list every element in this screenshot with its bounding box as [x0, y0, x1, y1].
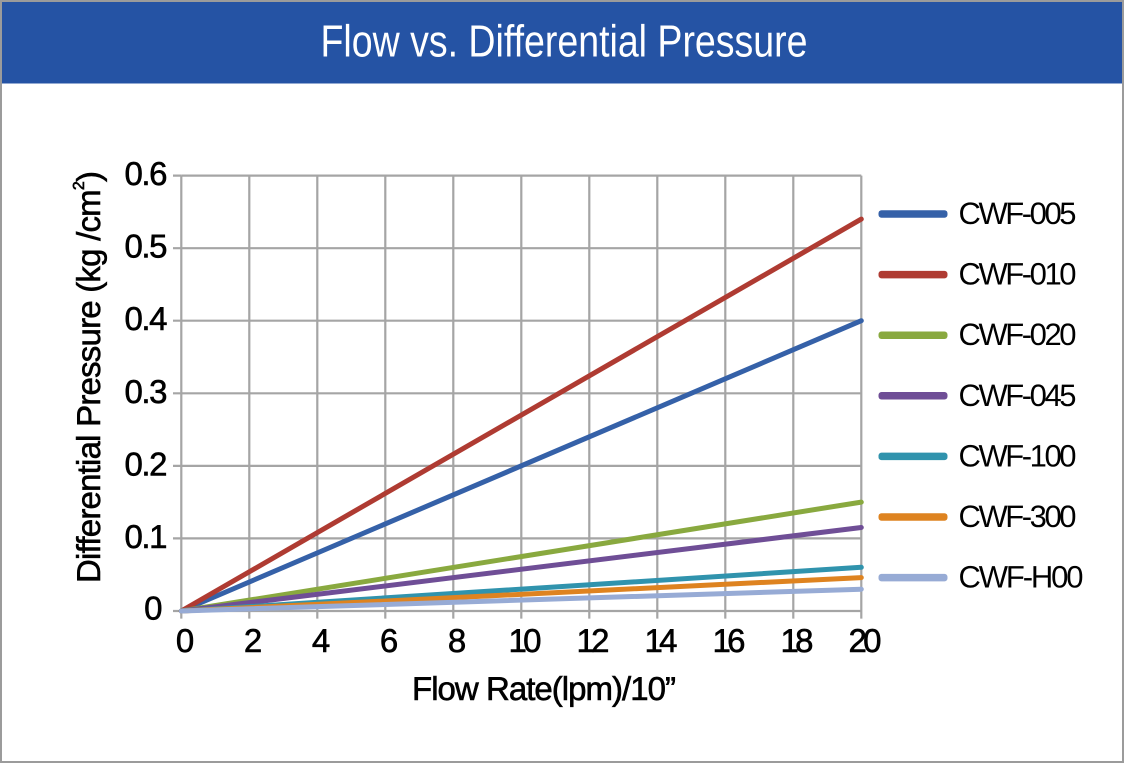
svg-text:14: 14: [645, 622, 678, 659]
svg-text:2: 2: [244, 622, 262, 659]
svg-text:0.4: 0.4: [125, 300, 168, 337]
svg-text:10: 10: [509, 622, 542, 659]
svg-text:Flow Rate(lpm)/10”: Flow Rate(lpm)/10”: [412, 670, 676, 707]
svg-text:20: 20: [849, 622, 882, 659]
svg-text:CWF-100: CWF-100: [959, 438, 1077, 473]
svg-text:0.2: 0.2: [125, 445, 168, 482]
svg-text:8: 8: [448, 622, 466, 659]
svg-text:0.6: 0.6: [125, 155, 168, 192]
svg-text:12: 12: [577, 622, 610, 659]
svg-text:16: 16: [713, 622, 746, 659]
svg-text:CWF-045: CWF-045: [959, 378, 1077, 413]
svg-text:0: 0: [144, 590, 162, 627]
svg-text:18: 18: [781, 622, 814, 659]
svg-text:CWF-300: CWF-300: [959, 499, 1077, 534]
svg-text:4: 4: [312, 622, 330, 659]
svg-text:CWF-005: CWF-005: [959, 196, 1077, 231]
svg-text:Flow vs. Differential Pressure: Flow vs. Differential Pressure: [321, 16, 808, 67]
svg-text:6: 6: [380, 622, 398, 659]
svg-text:0.3: 0.3: [125, 373, 168, 410]
svg-text:0: 0: [176, 622, 194, 659]
svg-text:0.5: 0.5: [125, 228, 168, 265]
svg-text:CWF-010: CWF-010: [959, 257, 1077, 292]
svg-text:Differential Pressure (kg /cm2: Differential Pressure (kg /cm2): [70, 171, 107, 583]
svg-text:CWF-020: CWF-020: [959, 317, 1077, 352]
svg-text:0.1: 0.1: [125, 518, 168, 555]
svg-text:CWF-H00: CWF-H00: [959, 560, 1084, 595]
